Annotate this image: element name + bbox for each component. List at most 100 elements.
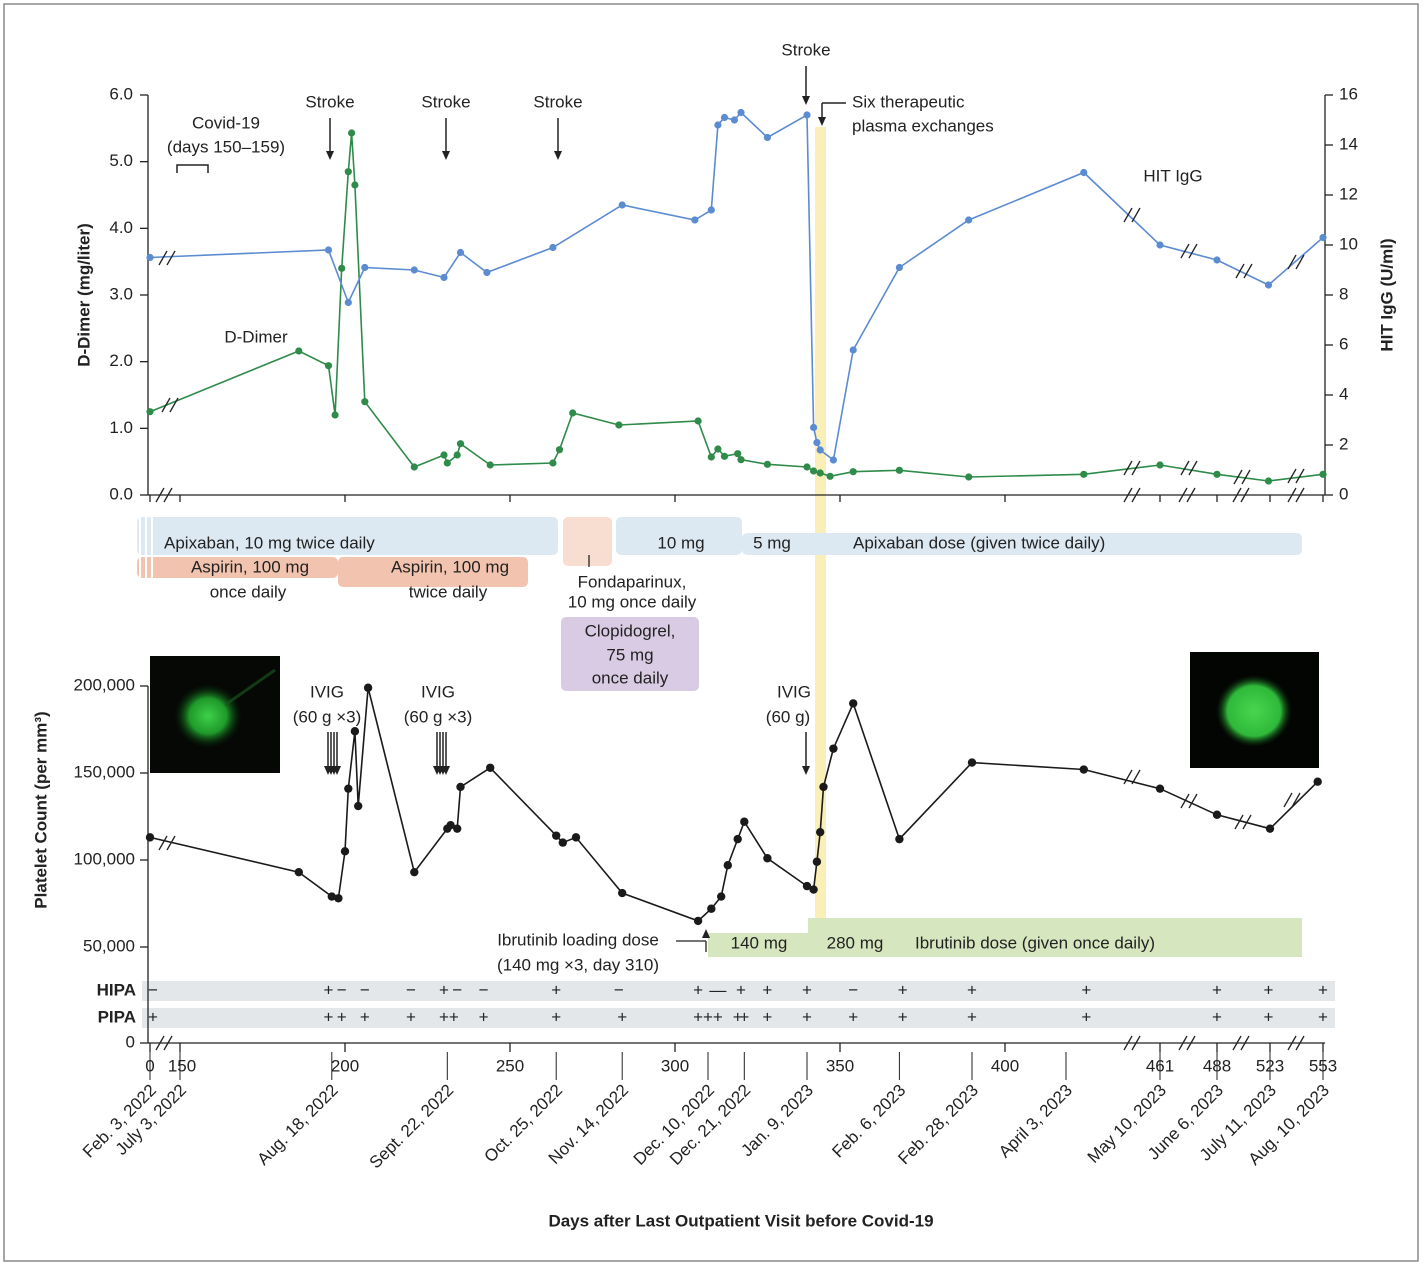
assay-result: + <box>1212 1007 1222 1026</box>
assay-result: + <box>967 980 977 999</box>
data-point <box>334 894 342 902</box>
y-tick-label: 0 <box>126 1032 135 1051</box>
annotation-text: (60 g) <box>766 707 810 726</box>
series-label: D-Dimer <box>224 327 288 346</box>
data-point <box>338 265 345 272</box>
data-point <box>569 409 576 416</box>
assay-result: + <box>324 1007 334 1026</box>
assay-result: + <box>617 1007 627 1026</box>
annotation-text: (60 g ×3) <box>293 707 362 726</box>
assay-result: − <box>452 980 462 999</box>
data-point <box>454 451 461 458</box>
data-point <box>486 764 494 772</box>
data-point <box>1213 256 1220 263</box>
assay-result: + <box>739 1007 749 1026</box>
data-point <box>724 861 732 869</box>
data-point <box>708 453 715 460</box>
data-point <box>146 833 154 841</box>
micrograph-right <box>1190 652 1319 768</box>
assay-result: + <box>551 1007 561 1026</box>
y-tick-label: 2.0 <box>109 351 133 370</box>
assay-result: + <box>479 1007 489 1026</box>
data-point <box>440 274 447 281</box>
data-point <box>1319 234 1326 241</box>
assay-result: — <box>709 980 726 999</box>
data-point <box>341 847 349 855</box>
data-point <box>440 451 447 458</box>
annotation-text: Clopidogrel, <box>585 621 676 640</box>
assay-result: + <box>693 1007 703 1026</box>
data-point <box>695 417 702 424</box>
y-tick-label: 50,000 <box>83 936 135 955</box>
assay-result: + <box>1264 980 1274 999</box>
y-tick-label: 150,000 <box>74 762 135 781</box>
assay-result: + <box>1264 1007 1274 1026</box>
annotation-text: 10 mg once daily <box>568 592 697 611</box>
assay-result: + <box>802 980 812 999</box>
data-point <box>803 463 810 470</box>
assay-result: + <box>703 1007 713 1026</box>
assay-result: + <box>1081 980 1091 999</box>
data-point <box>764 461 771 468</box>
annotation-text: Ibrutinib dose (given once daily) <box>915 933 1155 952</box>
annotation-text: Ibrutinib loading dose <box>497 930 659 949</box>
y-tick-label: 5.0 <box>109 151 133 170</box>
data-point <box>332 411 339 418</box>
data-point <box>1319 471 1326 478</box>
assay-result: + <box>324 980 334 999</box>
data-point <box>763 854 771 862</box>
assay-result: + <box>360 1007 370 1026</box>
annotation-text: IVIG <box>421 682 455 701</box>
x-tick-label: 350 <box>826 1056 854 1075</box>
annotation-text: 5 mg <box>753 533 791 552</box>
data-point <box>819 783 827 791</box>
data-point <box>850 346 857 353</box>
assay-result: + <box>337 1007 347 1026</box>
data-point <box>325 362 332 369</box>
assay-result: + <box>967 1007 977 1026</box>
annotation-text: 75 mg <box>606 645 653 664</box>
assay-result: + <box>1081 1007 1091 1026</box>
data-point <box>1265 477 1272 484</box>
annotation-text: (60 g ×3) <box>404 707 473 726</box>
data-point <box>325 246 332 253</box>
data-point <box>721 453 728 460</box>
data-point <box>552 831 560 839</box>
data-point <box>345 168 352 175</box>
data-point <box>615 421 622 428</box>
data-point <box>740 818 748 826</box>
data-point <box>691 216 698 223</box>
data-point <box>453 824 461 832</box>
y-axis-label: D-Dimer (mg/liter) <box>74 223 93 367</box>
assay-result: + <box>406 1007 416 1026</box>
annotation-text: Aspirin, 100 mg <box>391 557 509 576</box>
data-point <box>714 121 721 128</box>
assay-result: + <box>148 1007 158 1026</box>
data-point <box>295 868 303 876</box>
data-point <box>344 784 352 792</box>
data-point <box>810 424 817 431</box>
data-point <box>717 892 725 900</box>
data-point <box>829 744 837 752</box>
y-tick-label: 0.0 <box>109 484 133 503</box>
annotation-text: IVIG <box>310 682 344 701</box>
data-point <box>146 254 153 261</box>
data-point <box>707 905 715 913</box>
data-point <box>965 473 972 480</box>
data-point <box>345 299 352 306</box>
figure: 0.01.02.03.04.05.06.00246810121416D-Dime… <box>0 0 1424 1266</box>
data-point <box>549 459 556 466</box>
data-point <box>813 439 820 446</box>
assay-result: − <box>406 980 416 999</box>
data-point <box>1266 824 1274 832</box>
assay-result: + <box>762 1007 772 1026</box>
data-point <box>556 446 563 453</box>
data-point <box>549 244 556 251</box>
data-point <box>734 835 742 843</box>
data-point <box>810 467 817 474</box>
data-point <box>850 468 857 475</box>
assay-label: PIPA <box>98 1007 136 1026</box>
x-tick-label: 200 <box>331 1056 359 1075</box>
x-tick-label: 250 <box>496 1056 524 1075</box>
y-tick-label: 200,000 <box>74 675 135 694</box>
